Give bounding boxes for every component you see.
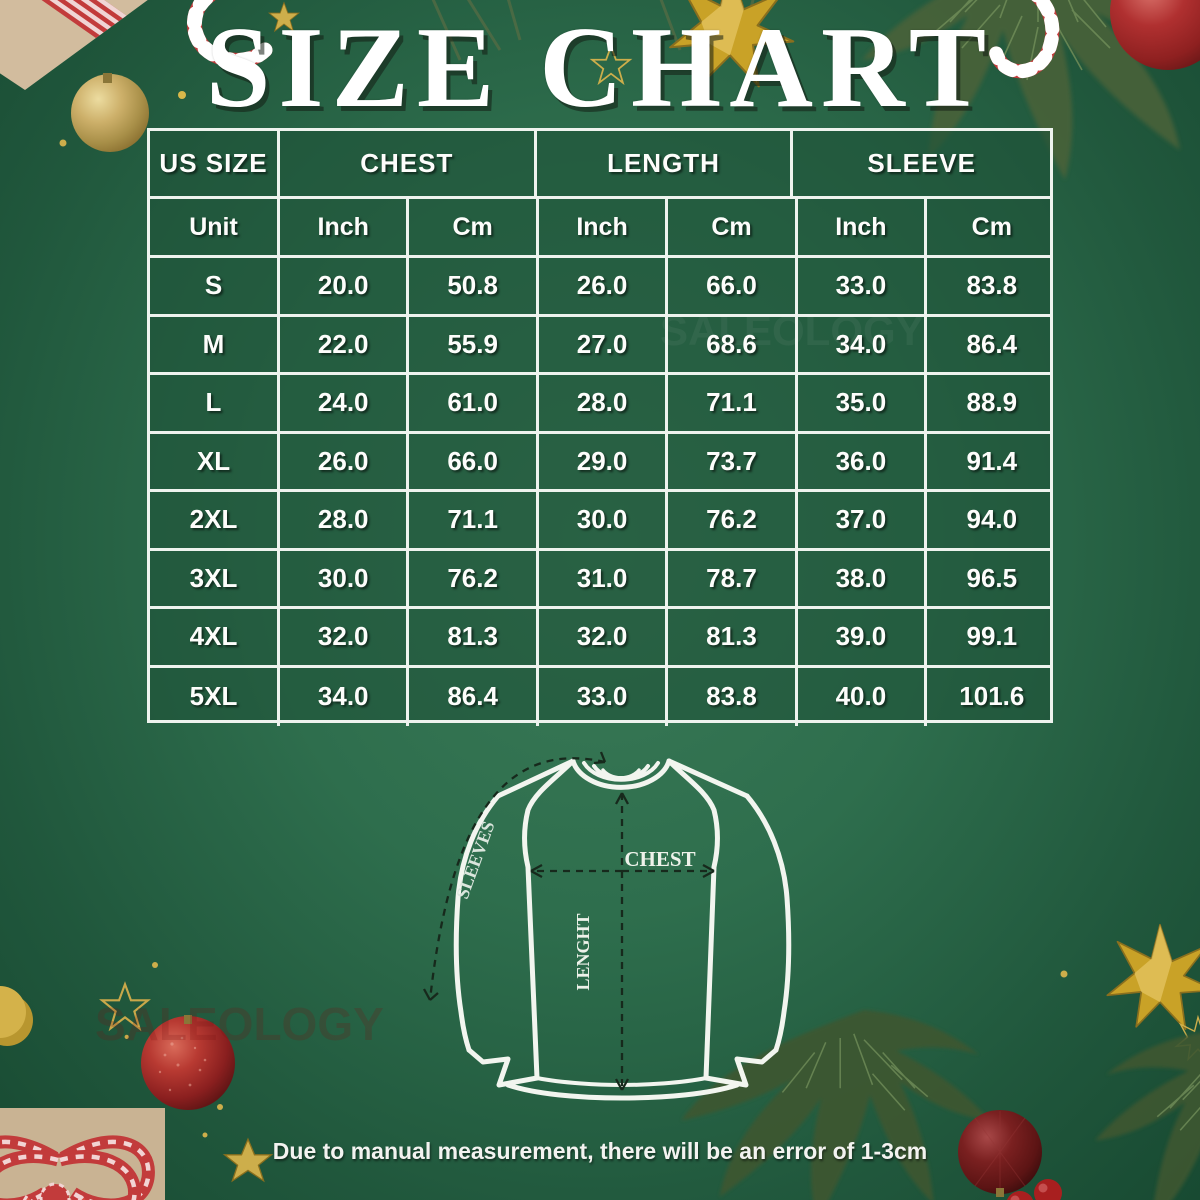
- svg-text:LENGHT: LENGHT: [573, 913, 593, 990]
- svg-text:CHEST: CHEST: [624, 847, 695, 871]
